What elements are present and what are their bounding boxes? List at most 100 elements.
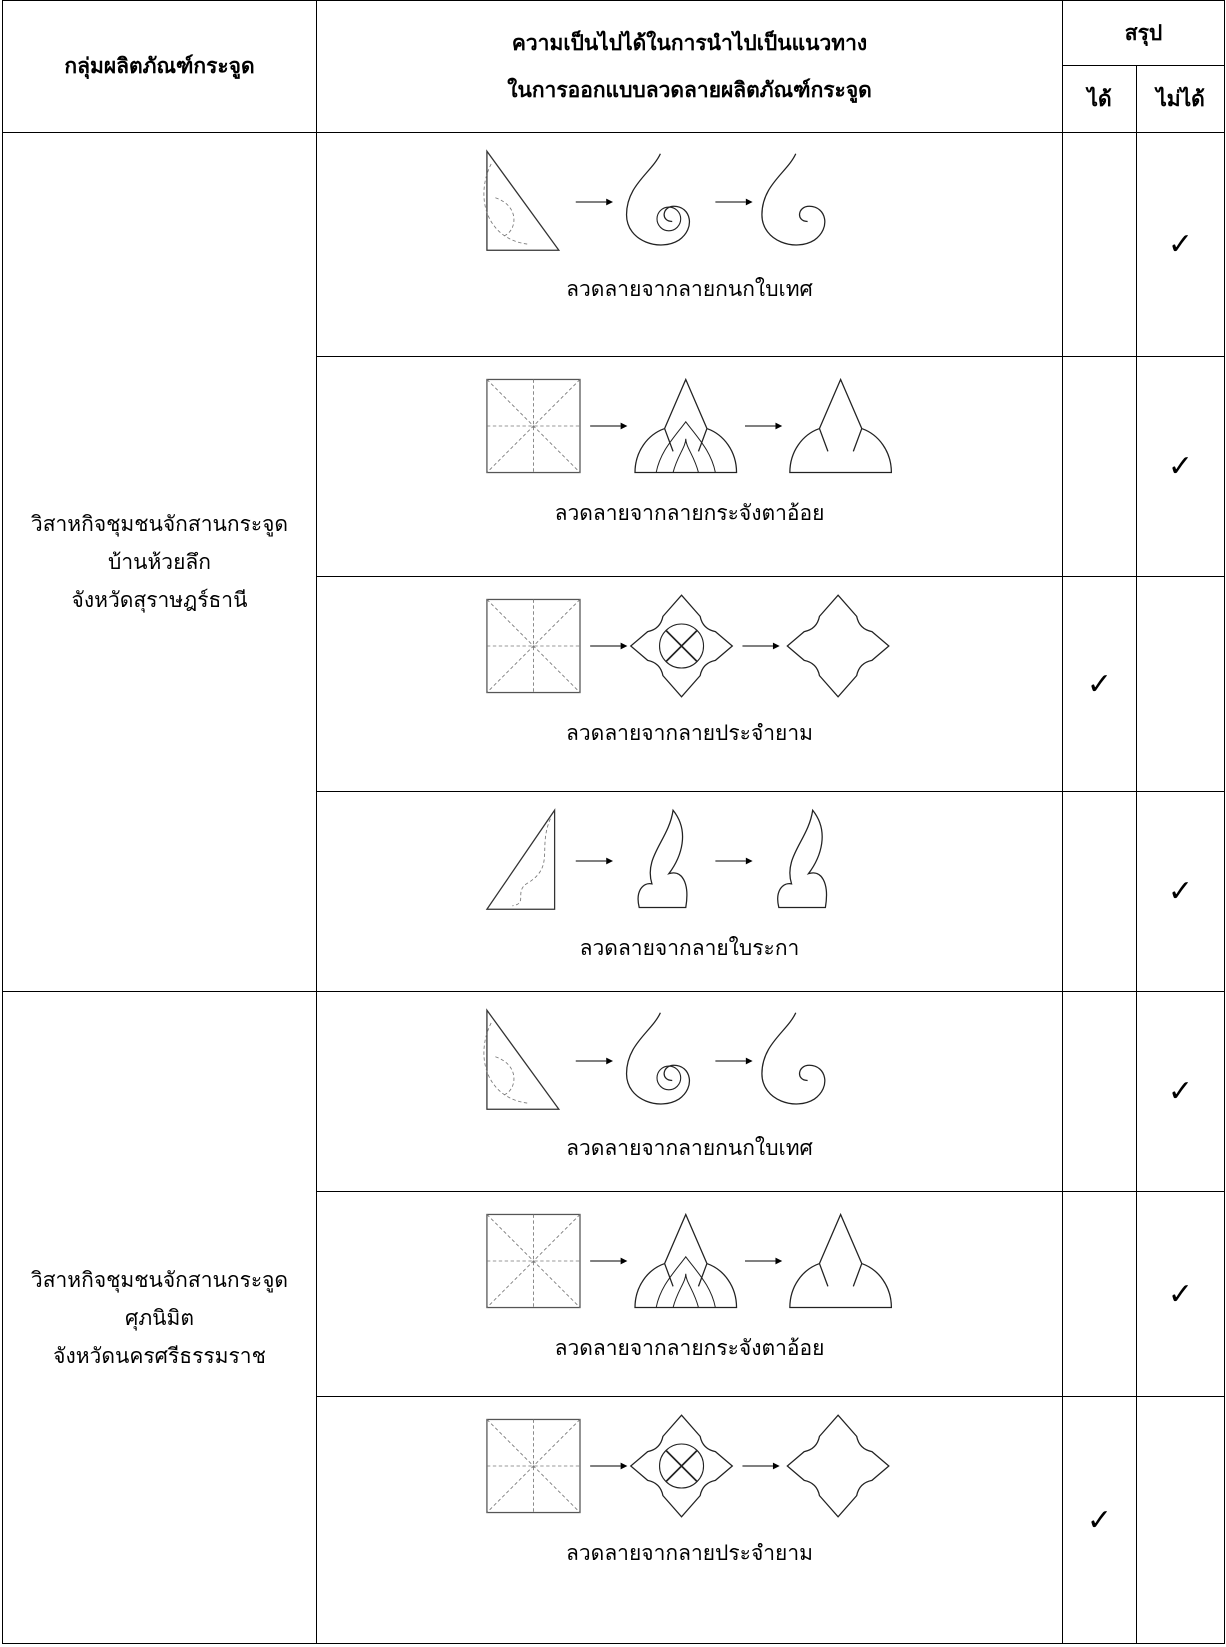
illustration-stroke bbox=[774, 1257, 782, 1265]
check-mark: ✓ bbox=[1167, 449, 1194, 484]
table-row: วิสาหกิจชุมชนจักสานกระจูดศุภนิมิตจังหวัด… bbox=[2, 991, 1225, 1644]
pattern-cell: ลวดลายจากลายกนกใบเทศ bbox=[316, 132, 1063, 357]
pattern-cell: ลวดลายจากลายกระจังตาอ้อย bbox=[316, 356, 1063, 577]
no-cell bbox=[1136, 1396, 1225, 1644]
yes-cell bbox=[1062, 132, 1137, 357]
check-mark: ✓ bbox=[1086, 666, 1113, 702]
header-group: กลุ่มผลิตภัณฑ์กระจูด bbox=[2, 0, 317, 133]
pattern-illustration bbox=[483, 149, 825, 251]
illustration-stroke bbox=[620, 1462, 627, 1470]
illustration-stroke bbox=[772, 642, 780, 650]
illustration-stroke bbox=[655, 1065, 681, 1091]
table-body: วิสาหกิจชุมชนจักสานกระจูด บ้านห้วยลึก จังห… bbox=[2, 132, 1225, 1644]
group-name-line: จังหวัดสุราษฎร์ธานี bbox=[71, 588, 248, 612]
no-cell: ✓ bbox=[1136, 991, 1225, 1192]
illustration-stroke bbox=[485, 1008, 560, 1110]
illustration-stroke bbox=[776, 808, 827, 909]
illustration-stroke bbox=[658, 623, 704, 669]
table-row: ลวดลายจากลายกระจังตาอ้อย ✓ bbox=[3, 1191, 1225, 1397]
no-cell: ✓ bbox=[1136, 1191, 1225, 1397]
header-line: ในการออกแบบลวดลายผลิตภัณฑ์กระจูด bbox=[507, 77, 872, 102]
pattern-illustration bbox=[485, 1414, 890, 1518]
illustration-stroke bbox=[637, 808, 687, 909]
pattern-cell: ลวดลายจากลายกระจังตาอ้อย bbox=[316, 1191, 1063, 1397]
no-cell: ✓ bbox=[1136, 356, 1225, 577]
illustration-stroke bbox=[629, 594, 733, 698]
illustration-stroke bbox=[483, 163, 529, 245]
illustration-stroke bbox=[625, 153, 690, 246]
illustration-stroke bbox=[665, 630, 697, 662]
illustration-stroke bbox=[605, 198, 613, 206]
illustration-stroke bbox=[486, 1214, 580, 1308]
yes-cell: ✓ bbox=[1062, 1396, 1137, 1644]
group-cell: วิสาหกิจชุมชนจักสานกระจูด บ้านห้วยลึก จังห… bbox=[2, 132, 317, 992]
illustration-stroke bbox=[620, 642, 627, 650]
check-mark: ✓ bbox=[1167, 1074, 1194, 1109]
yes-cell bbox=[1062, 991, 1137, 1192]
illustration-stroke bbox=[633, 377, 737, 474]
illustration-stroke bbox=[486, 379, 580, 473]
illustration-stroke bbox=[605, 857, 613, 865]
pattern-illustration bbox=[485, 377, 892, 474]
illustration-stroke bbox=[658, 1443, 704, 1489]
pattern-illustration bbox=[485, 594, 890, 698]
illustration-stroke bbox=[605, 1057, 613, 1065]
illustration-stroke bbox=[788, 1212, 892, 1309]
illustration-stroke bbox=[760, 1012, 825, 1105]
illustration-stroke bbox=[745, 1057, 753, 1065]
illustration-stroke bbox=[772, 1462, 780, 1470]
pattern-caption: ลวดลายจากลายกระจังตาอ้อย bbox=[554, 501, 825, 525]
pattern-cell: ลวดลายจากลายประจำยาม bbox=[316, 576, 1063, 792]
illustration-stroke bbox=[760, 153, 825, 246]
group-name-line: วิสาหกิจชุมชนจักสานกระจูด bbox=[30, 1267, 289, 1292]
table-row: ลวดลายจากลายประจำยาม ✓ bbox=[3, 576, 1225, 792]
illustration-stroke bbox=[785, 594, 890, 698]
pattern-caption: ลวดลายจากลายใบระกา bbox=[579, 936, 800, 960]
group-cell: วิสาหกิจชุมชนจักสานกระจูดศุภนิมิตจังหวัด… bbox=[2, 991, 317, 1644]
yes-cell bbox=[1062, 1191, 1137, 1397]
group-name-line: วิสาหกิจชุมชนจักสานกระจูด bbox=[30, 512, 289, 536]
illustration-stroke bbox=[620, 1257, 627, 1265]
pattern-caption: ลวดลายจากลายประจำยาม bbox=[566, 1541, 813, 1565]
illustration-stroke bbox=[745, 857, 753, 865]
pattern-cell: ลวดลายจากลายกนกใบเทศ bbox=[316, 991, 1063, 1192]
header-yes: ได้ bbox=[1062, 65, 1137, 133]
pattern-illustration bbox=[485, 808, 827, 910]
group-name-line: จังหวัดนครศรีธรรมราช bbox=[53, 1343, 266, 1368]
group-name-line: ศุภนิมิต bbox=[124, 1305, 194, 1330]
no-cell bbox=[1136, 576, 1225, 792]
illustration-stroke bbox=[788, 377, 892, 474]
illustration-stroke bbox=[633, 1212, 737, 1309]
illustration-stroke bbox=[774, 422, 782, 430]
pattern-cell: ลวดลายจากลายประจำยาม bbox=[316, 1396, 1063, 1644]
pattern-cell: ลวดลายจากลายใบระกา bbox=[316, 791, 1063, 992]
illustration-stroke bbox=[745, 198, 753, 206]
check-mark: ✓ bbox=[1086, 1502, 1113, 1538]
illustration-stroke bbox=[486, 1419, 580, 1513]
no-cell: ✓ bbox=[1136, 132, 1225, 357]
pattern-caption: ลวดลายจากลายกระจังตาอ้อย bbox=[554, 1336, 825, 1360]
illustration-stroke bbox=[620, 422, 627, 430]
illustration-stroke bbox=[655, 420, 716, 473]
table-row: ลวดลายจากลายประจำยาม ✓ bbox=[3, 1396, 1225, 1644]
illustration-stroke bbox=[785, 1414, 890, 1518]
illustration-stroke bbox=[655, 206, 681, 232]
header-feasibility: ความเป็นไปได้ในการนำไปเป็นแนวทาง ในการออ… bbox=[316, 0, 1063, 133]
illustration-stroke bbox=[485, 149, 560, 251]
illustration-stroke bbox=[486, 599, 580, 693]
pattern-caption: ลวดลายจากลายกนกใบเทศ bbox=[566, 277, 813, 301]
header-no: ไม่ได้ bbox=[1136, 65, 1225, 133]
header-line: ความเป็นไปได้ในการนำไปเป็นแนวทาง bbox=[511, 30, 868, 55]
pattern-caption: ลวดลายจากลายประจำยาม bbox=[566, 721, 813, 745]
no-cell: ✓ bbox=[1136, 791, 1225, 992]
yes-cell bbox=[1062, 791, 1137, 992]
yes-cell bbox=[1062, 356, 1137, 577]
yes-cell: ✓ bbox=[1062, 576, 1137, 792]
illustration-stroke bbox=[485, 808, 555, 910]
header-summary: สรุป bbox=[1062, 0, 1225, 66]
illustration-stroke bbox=[625, 1012, 690, 1105]
illustration-stroke bbox=[483, 1022, 529, 1104]
check-mark: ✓ bbox=[1167, 874, 1194, 909]
